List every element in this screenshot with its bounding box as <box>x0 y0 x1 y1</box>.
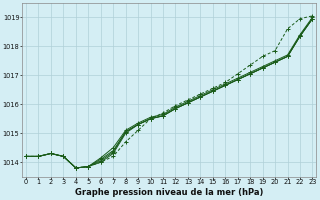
X-axis label: Graphe pression niveau de la mer (hPa): Graphe pression niveau de la mer (hPa) <box>75 188 263 197</box>
